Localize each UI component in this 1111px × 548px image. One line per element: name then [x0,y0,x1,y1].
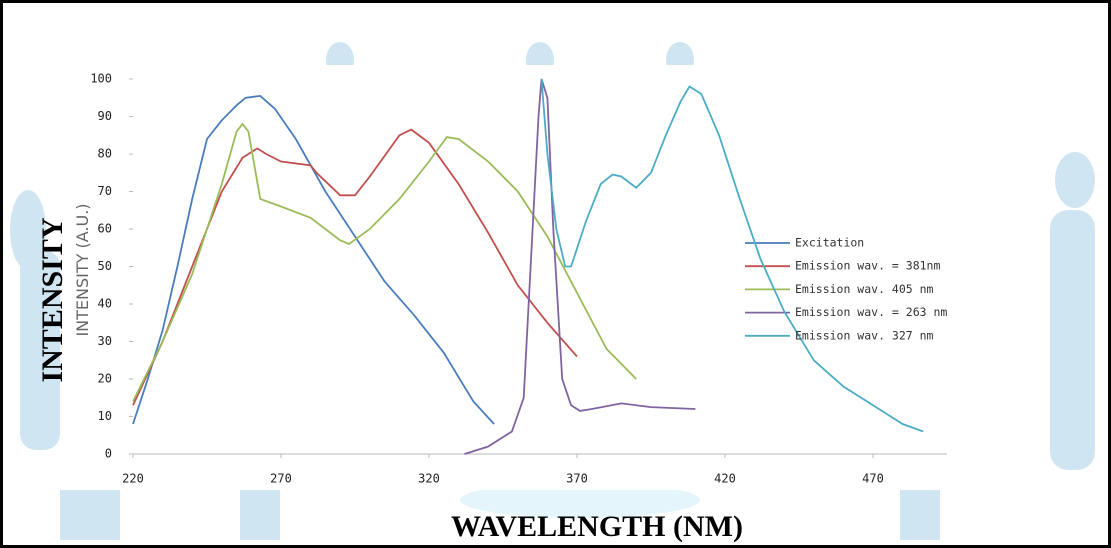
watermark [10,42,1095,540]
legend-label: Emission wav. 405 nm [795,282,934,296]
x-axis-title: WAVELENGTH (NM) [451,510,743,543]
y-tick-label: 70 [98,184,112,198]
y-axis-title: INTENSITY [36,217,69,382]
legend-label: Excitation [795,236,864,250]
series-line [132,94,495,425]
x-tick-label: 470 [862,472,884,486]
y-tick-label: 10 [98,409,112,423]
series-line [132,122,637,402]
y-tick-label: 50 [98,259,112,273]
x-tick-label: 270 [270,472,292,486]
y-tick-label: 80 [98,147,112,161]
x-tick-label: 320 [418,472,440,486]
y-axis-overlay-title: INTENSITY (A.U.) [73,203,92,336]
series-line [540,78,924,433]
legend-label: Emission wav. = 381nm [795,259,940,273]
y-tick-label: 90 [98,109,112,123]
series-line [464,78,696,455]
plot-background [80,65,960,490]
x-tick-label: 220 [122,472,144,486]
y-tick-label: 60 [98,222,112,236]
y-tick-label: 100 [90,72,112,86]
legend-label: Emission wav. 327 nm [795,328,934,342]
y-tick-label: 40 [98,297,112,311]
x-tick-label: 420 [714,472,736,486]
y-tick-label: 20 [98,372,112,386]
y-tick-label: 30 [98,334,112,348]
legend-label: Emission wav. = 263 nm [795,305,947,319]
series-line [132,128,578,406]
y-tick-label: 0 [105,447,112,461]
x-tick-label: 370 [566,472,588,486]
